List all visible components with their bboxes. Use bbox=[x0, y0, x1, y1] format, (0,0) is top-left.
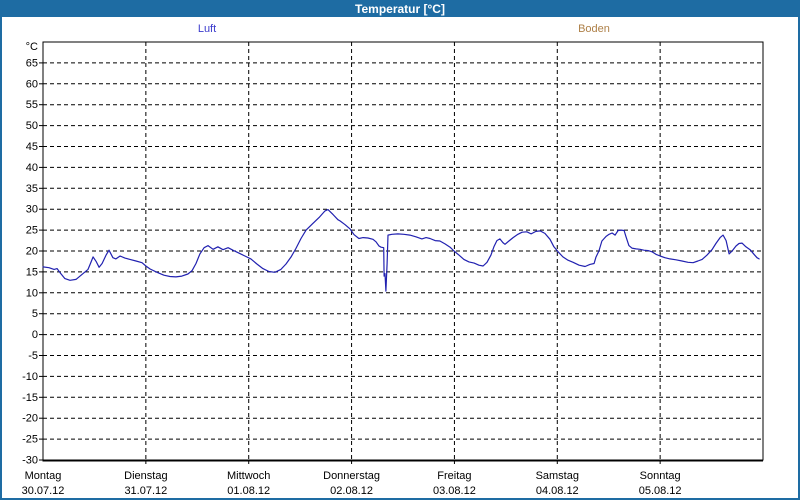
y-tick-label: 50 bbox=[26, 120, 38, 132]
x-tick-label-date: 01.08.12 bbox=[227, 485, 270, 497]
y-tick-label: 5 bbox=[32, 308, 38, 320]
temperature-curve-luft bbox=[42, 209, 760, 292]
window-title-bar[interactable]: Temperatur [°C] bbox=[2, 2, 798, 17]
x-tick-label-day: Mittwoch bbox=[227, 470, 270, 482]
y-tick-label: 35 bbox=[26, 183, 38, 195]
x-tick-label-day: Donnerstag bbox=[323, 470, 380, 482]
y-tick-label: 15 bbox=[26, 266, 38, 278]
y-tick-label: -15 bbox=[22, 392, 38, 404]
y-tick-label: -10 bbox=[22, 371, 38, 383]
x-tick-label-day: Freitag bbox=[437, 470, 471, 482]
y-tick-label: -25 bbox=[22, 434, 38, 446]
y-tick-label: 40 bbox=[26, 162, 38, 174]
y-tick-label: 45 bbox=[26, 141, 38, 153]
x-tick-label-date: 03.08.12 bbox=[433, 485, 476, 497]
y-tick-label: -20 bbox=[22, 413, 38, 425]
x-tick-label-day: Samstag bbox=[536, 470, 579, 482]
x-tick-label-date: 04.08.12 bbox=[536, 485, 579, 497]
window-title: Temperatur [°C] bbox=[355, 2, 445, 16]
y-tick-label: -5 bbox=[28, 350, 38, 362]
y-tick-label: 20 bbox=[26, 246, 38, 258]
y-axis-unit-label: °C bbox=[26, 41, 38, 53]
y-tick-label: 65 bbox=[26, 57, 38, 69]
x-tick-label-date: 30.07.12 bbox=[22, 485, 65, 497]
y-tick-label: 25 bbox=[26, 225, 38, 237]
y-tick-label: 60 bbox=[26, 78, 38, 90]
x-tick-label-date: 05.08.12 bbox=[639, 485, 682, 497]
x-tick-label-day: Montag bbox=[25, 470, 62, 482]
y-tick-label: 30 bbox=[26, 204, 38, 216]
legend-item-boden: Boden bbox=[578, 23, 610, 35]
x-tick-label-day: Sonntag bbox=[640, 470, 681, 482]
y-tick-label: -30 bbox=[22, 455, 38, 467]
y-tick-label: 0 bbox=[32, 329, 38, 341]
x-tick-label-day: Dienstag bbox=[124, 470, 167, 482]
y-tick-label: 55 bbox=[26, 99, 38, 111]
x-tick-label-date: 31.07.12 bbox=[124, 485, 167, 497]
y-tick-label: 10 bbox=[26, 287, 38, 299]
x-tick-label-date: 02.08.12 bbox=[330, 485, 373, 497]
legend-item-luft: Luft bbox=[197, 23, 217, 35]
